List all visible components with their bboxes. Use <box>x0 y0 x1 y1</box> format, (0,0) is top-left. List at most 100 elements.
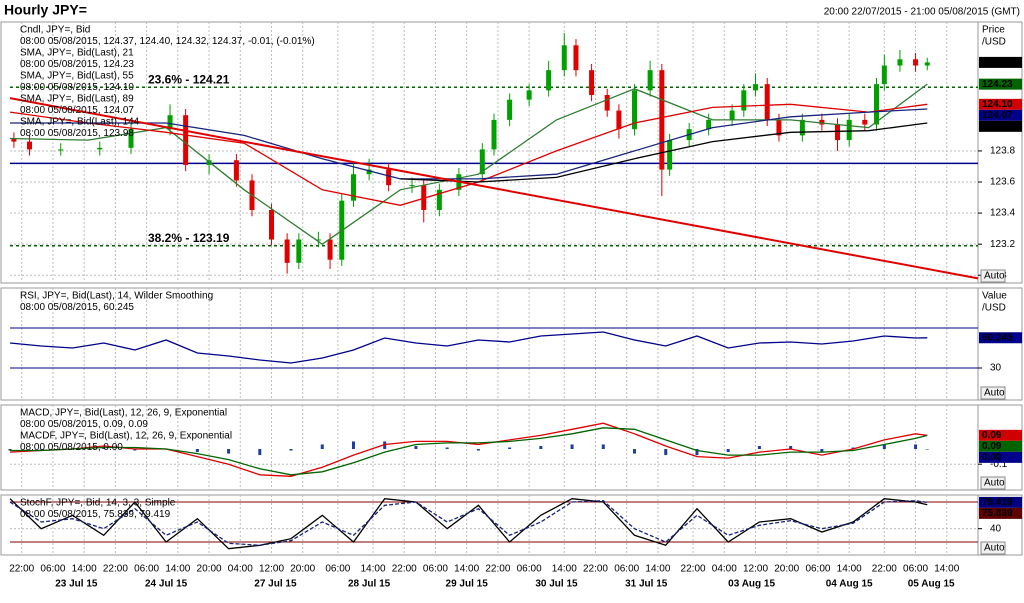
candle-body <box>436 189 442 210</box>
candle-body <box>799 119 805 136</box>
histogram-bar <box>476 449 480 451</box>
candle-body <box>881 65 887 85</box>
date-label: 28 Jul 15 <box>348 579 391 590</box>
legend-text: 08:00 05/08/2015, 124.23 <box>20 59 134 70</box>
candle-body <box>183 115 189 165</box>
price-tag <box>979 56 1022 68</box>
candle-body <box>507 99 513 120</box>
date-label: 23 Jul 15 <box>55 579 98 590</box>
x-tick-label: 12:00 <box>259 564 284 575</box>
histogram-bar <box>539 445 543 450</box>
legend-text: SMA, JPY=, Bid(Last), 89 <box>20 94 134 105</box>
legend-text: 08:00 05/08/2015, 60.245 <box>20 302 134 313</box>
histogram-bar <box>601 444 605 450</box>
value-axis-unit: /USD <box>982 37 1006 48</box>
indicator-line <box>9 500 928 546</box>
y-tick-label: 30 <box>990 363 1002 374</box>
candle-body <box>11 138 17 142</box>
x-tick-label: 22:00 <box>681 564 706 575</box>
price-tag <box>979 451 1022 463</box>
candle-body <box>421 185 427 210</box>
level-label: 38.2% - 123.19 <box>148 231 230 245</box>
candle-body <box>546 70 552 91</box>
candle-body <box>604 95 610 111</box>
legend-text: 08:00 05/08/2015, 75.839, 79.419 <box>20 509 171 520</box>
x-tick-label: 06:00 <box>134 564 159 575</box>
candle-body <box>913 59 919 66</box>
histogram-bar <box>195 449 199 453</box>
auto-button-label[interactable]: Auto <box>984 478 1005 489</box>
candle-body <box>479 149 485 175</box>
candle-body <box>897 59 903 66</box>
candle-body <box>589 70 595 96</box>
x-tick-label: 14:00 <box>552 564 577 575</box>
candle-body <box>350 174 356 201</box>
candle-body <box>526 90 532 100</box>
price-tag-label: 123.98 <box>982 121 1013 132</box>
candle-body <box>167 115 173 130</box>
auto-button[interactable] <box>980 541 1006 555</box>
candle-body <box>706 119 712 130</box>
auto-button-label[interactable]: Auto <box>984 543 1005 554</box>
price-tag-label: 124.23 <box>982 79 1013 90</box>
y-tick-label: 123.2 <box>990 239 1015 250</box>
legend-text: SMA, JPY=, Bid(Last), 55 <box>20 71 134 82</box>
candle-body <box>284 239 290 263</box>
x-tick-label: 20:00 <box>197 564 222 575</box>
indicator-line <box>9 498 928 550</box>
histogram-bar <box>320 444 324 450</box>
candle-body <box>58 149 64 151</box>
x-tick-label: 06:00 <box>614 564 639 575</box>
candle-body <box>729 110 735 120</box>
x-tick-label: 06:00 <box>805 564 830 575</box>
candle-body <box>409 185 415 187</box>
panel-frame <box>0 21 1023 284</box>
panel-frame <box>0 287 1023 401</box>
legend-text: 08:00 05/08/2015, 0.09, 0.09 <box>20 419 148 430</box>
x-tick-label: 22:00 <box>583 564 608 575</box>
legend-text: 08:00 05/08/2015, 124.37, 124.40, 124.32… <box>20 36 315 47</box>
candle-body <box>862 119 868 125</box>
auto-button[interactable] <box>980 386 1006 400</box>
histogram-bar <box>820 449 824 453</box>
histogram-bar <box>289 449 293 451</box>
legend-text: 08:00 05/08/2015, 124.10 <box>20 82 134 93</box>
histogram-bar <box>789 445 793 450</box>
auto-button-label[interactable]: Auto <box>984 271 1005 282</box>
candle-body <box>97 147 103 150</box>
x-tick-label: 14:00 <box>165 564 190 575</box>
value-axis-title: Value <box>982 291 1007 302</box>
x-tick-label: 06:00 <box>40 564 65 575</box>
histogram-bar <box>133 449 137 451</box>
price-tag <box>979 109 1022 121</box>
price-tag-label: 124.10 <box>982 99 1013 110</box>
x-tick-label: 06:00 <box>903 564 928 575</box>
price-tag <box>979 507 1022 519</box>
legend-text: StochF, JPY=, Bid, 14, 3, 3, Simple <box>20 498 176 509</box>
auto-button[interactable] <box>980 269 1006 283</box>
panel-frame <box>0 494 1023 556</box>
x-tick-label: 06:00 <box>517 564 542 575</box>
candle-body <box>315 239 321 241</box>
price-tag <box>979 429 1022 441</box>
candle-body <box>659 70 665 170</box>
candle-body <box>561 45 567 71</box>
x-tick-label: 22:00 <box>872 564 897 575</box>
date-label: 30 Jul 15 <box>535 579 578 590</box>
x-tick-label: 06:00 <box>325 564 350 575</box>
legend-text: 08:00 05/08/2015, 124.07 <box>20 105 134 116</box>
x-tick-label: 04:00 <box>712 564 737 575</box>
auto-button[interactable] <box>980 476 1006 490</box>
histogram-bar <box>8 449 12 451</box>
histogram-bar <box>351 441 355 450</box>
auto-button-label[interactable]: Auto <box>984 388 1005 399</box>
price-tag <box>979 440 1022 452</box>
x-tick-label: 22:00 <box>9 564 34 575</box>
price-tag <box>979 98 1022 110</box>
x-tick-label: 14:00 <box>934 564 959 575</box>
sma-line <box>400 122 928 183</box>
date-range: 20:00 22/07/2015 - 21:00 05/08/2015 (GMT… <box>824 7 1020 18</box>
candle-body <box>764 84 770 120</box>
histogram-bar <box>664 449 668 456</box>
